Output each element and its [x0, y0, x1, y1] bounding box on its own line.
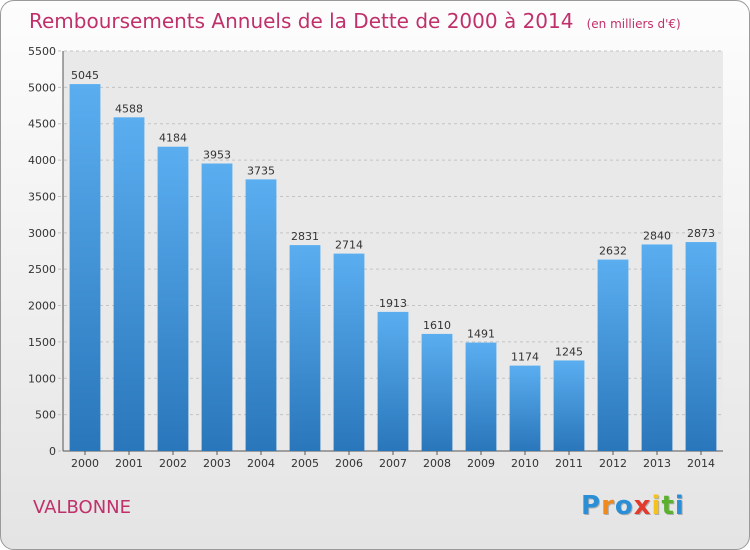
logo-letter: P [581, 491, 602, 521]
bar-value-label: 1491 [467, 328, 495, 341]
bar-value-label: 2714 [335, 239, 363, 252]
bar-value-label: 1245 [555, 345, 583, 358]
bar-value-label: 2840 [643, 229, 671, 242]
bar [333, 253, 365, 451]
y-tick-label: 3500 [28, 190, 56, 203]
x-tick-label: 2005 [291, 457, 319, 470]
bar [641, 244, 673, 451]
bar [421, 333, 453, 451]
logo-letter: o [614, 491, 634, 521]
bar [245, 179, 277, 451]
chart-title: Remboursements Annuels de la Dette de 20… [29, 9, 681, 33]
bar [465, 342, 497, 451]
x-tick-label: 2010 [511, 457, 539, 470]
y-tick-label: 4500 [28, 118, 56, 131]
y-tick-label: 3000 [28, 227, 56, 240]
y-tick-label: 5500 [28, 45, 56, 58]
bar-value-label: 2873 [687, 227, 715, 240]
x-tick-label: 2008 [423, 457, 451, 470]
bar [69, 84, 101, 451]
bar [113, 117, 145, 451]
bar [597, 259, 629, 451]
logo-letter: i [674, 491, 685, 521]
y-tick-label: 500 [35, 409, 56, 422]
x-tick-label: 2000 [71, 457, 99, 470]
x-tick-label: 2011 [555, 457, 583, 470]
y-tick-label: 4000 [28, 154, 56, 167]
logo-letter: i [651, 491, 662, 521]
y-tick-label: 1500 [28, 336, 56, 349]
commune-name: VALBONNE [33, 497, 132, 518]
proxiti-logo: Proxiti [581, 491, 685, 521]
x-tick-label: 2007 [379, 457, 407, 470]
x-tick-label: 2004 [247, 457, 275, 470]
bar [553, 360, 585, 451]
y-tick-label: 0 [49, 445, 56, 458]
bar-value-label: 2632 [599, 245, 627, 258]
bar [157, 146, 189, 451]
bar-value-label: 3953 [203, 149, 231, 162]
bar-value-label: 2831 [291, 230, 319, 243]
x-tick-label: 2003 [203, 457, 231, 470]
bar-value-label: 4184 [159, 132, 187, 145]
x-tick-label: 2013 [643, 457, 671, 470]
bar-value-label: 1610 [423, 319, 451, 332]
bar-value-label: 3735 [247, 164, 275, 177]
logo-letter: x [633, 491, 652, 521]
logo-letter: t [661, 491, 675, 521]
x-tick-label: 2006 [335, 457, 363, 470]
x-tick-label: 2009 [467, 457, 495, 470]
x-tick-label: 2012 [599, 457, 627, 470]
y-tick-label: 2000 [28, 300, 56, 313]
logo-letter: r [601, 491, 615, 521]
bar-value-label: 1174 [511, 351, 539, 364]
bar-value-label: 1913 [379, 297, 407, 310]
chart-title-main: Remboursements Annuels de la Dette de 20… [29, 9, 574, 33]
bar-value-label: 4588 [115, 102, 143, 115]
bar [377, 311, 409, 451]
x-tick-label: 2014 [687, 457, 715, 470]
bar [509, 365, 541, 451]
bar-value-label: 5045 [71, 69, 99, 82]
x-tick-label: 2002 [159, 457, 187, 470]
x-tick-label: 2001 [115, 457, 143, 470]
y-tick-label: 2500 [28, 263, 56, 276]
bar [201, 163, 233, 451]
chart-title-unit: (en milliers d'€) [586, 17, 681, 31]
bar [289, 245, 321, 451]
bar [685, 242, 717, 451]
y-tick-label: 1000 [28, 372, 56, 385]
y-tick-label: 5000 [28, 81, 56, 94]
